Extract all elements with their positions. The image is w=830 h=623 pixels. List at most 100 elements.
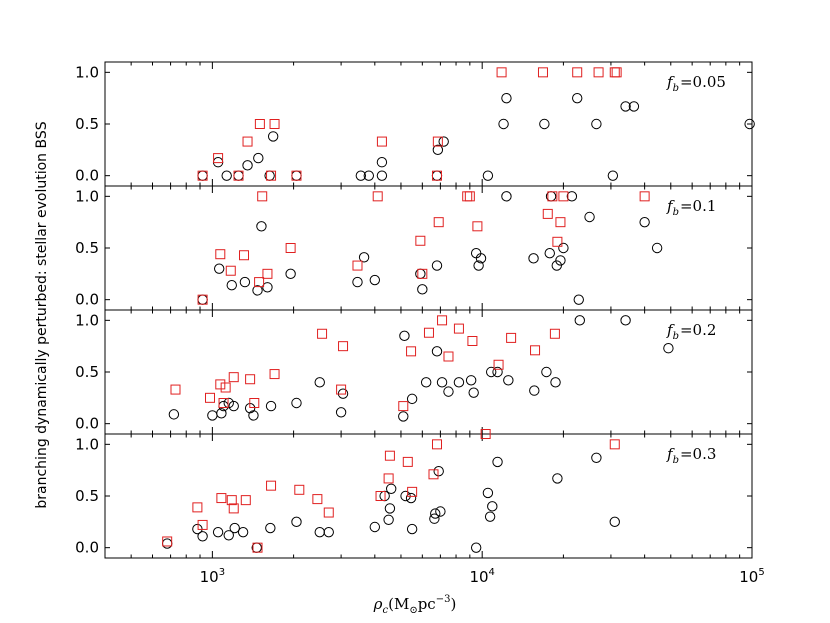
data-point-circle — [358, 252, 370, 263]
data-point-circle — [436, 377, 448, 388]
data-point-circle — [432, 144, 444, 156]
data-point-circle — [501, 92, 512, 104]
panel-1: 0.0 0.5 1.0 fb=0.05 — [75, 61, 755, 187]
data-point-square — [352, 260, 363, 271]
data-point-circle — [168, 409, 180, 420]
y-tick-label: 1.0 — [75, 435, 99, 453]
data-point-square — [384, 450, 395, 461]
data-point-circle — [591, 118, 602, 130]
data-point-circle — [417, 284, 428, 295]
data-point-square — [428, 469, 439, 480]
y-tick-label: 0.5 — [75, 363, 99, 381]
data-point-square — [432, 136, 443, 147]
data-point-square — [162, 536, 173, 547]
data-point-circle — [492, 366, 503, 378]
data-point-circle — [233, 170, 244, 181]
data-point-circle — [528, 253, 539, 264]
data-point-square — [493, 359, 504, 370]
data-point-circle — [406, 523, 418, 535]
data-point-circle — [223, 530, 234, 541]
data-point-circle — [552, 473, 563, 484]
data-point-square — [398, 401, 409, 412]
data-point-square — [218, 398, 229, 408]
y-tick-label: 0.0 — [75, 291, 99, 309]
data-point-circle — [503, 375, 514, 386]
data-point-circle — [433, 466, 444, 477]
data-point-square — [269, 119, 280, 129]
data-point-circle — [384, 503, 396, 514]
data-point-circle — [291, 516, 302, 528]
data-point-square — [197, 519, 208, 530]
panel-frame — [104, 185, 753, 311]
data-point-circle — [355, 170, 367, 181]
data-point-circle — [573, 294, 584, 305]
y-tick-label: 0.5 — [75, 487, 99, 505]
data-point-circle — [609, 516, 620, 528]
data-point-square — [609, 439, 620, 450]
data-point-square — [555, 217, 566, 228]
data-point-circle — [529, 385, 540, 396]
data-point-square — [254, 277, 265, 288]
y-axis-label: branching dynamically perturbed: stellar… — [34, 121, 50, 508]
data-point-square — [437, 315, 448, 326]
data-point-circle — [237, 526, 249, 538]
data-point-circle — [482, 170, 494, 181]
data-point-square — [609, 67, 620, 78]
data-point-circle — [435, 506, 446, 517]
data-point-circle — [405, 492, 417, 504]
data-point-circle — [453, 377, 465, 388]
data-point-circle — [265, 522, 276, 534]
data-point-circle — [574, 315, 585, 326]
data-point-square — [406, 346, 417, 357]
data-point-circle — [376, 170, 388, 181]
data-point-circle — [470, 542, 482, 553]
data-point-circle — [161, 538, 173, 549]
panel-2: 0.0 0.5 1.0 fb=0.1 — [75, 185, 753, 311]
data-point-square — [443, 351, 454, 362]
data-point-square — [266, 480, 277, 491]
data-point-square — [593, 67, 604, 78]
data-point-square — [317, 328, 328, 339]
data-point-square — [338, 341, 349, 352]
data-point-circle — [291, 170, 302, 181]
data-point-circle — [572, 92, 583, 104]
data-point-square — [572, 67, 583, 78]
data-point-circle — [431, 346, 443, 357]
data-point-circle — [256, 221, 267, 232]
data-point-circle — [369, 274, 381, 286]
data-point-square — [542, 208, 553, 219]
data-point-circle — [430, 508, 441, 519]
y-tick-label: 1.0 — [75, 187, 99, 205]
data-point-circle — [620, 101, 631, 112]
data-point-circle — [628, 101, 640, 112]
data-point-square — [197, 294, 208, 305]
data-point-circle — [584, 211, 595, 223]
data-point-square — [170, 384, 181, 395]
data-point-square — [254, 119, 265, 129]
y-tick-label: 1.0 — [75, 311, 99, 329]
data-point-circle — [229, 522, 240, 534]
data-point-circle — [197, 294, 208, 305]
panel-frame — [104, 61, 753, 187]
data-point-square — [205, 392, 216, 403]
panel-label: fb=0.3 — [666, 445, 716, 466]
data-point-square — [431, 170, 442, 181]
data-point-square — [226, 495, 237, 506]
data-point-circle — [406, 393, 418, 405]
data-point-square — [240, 495, 251, 506]
data-point-square — [192, 502, 203, 513]
data-point-circle — [487, 501, 498, 512]
data-point-square — [558, 191, 569, 202]
data-point-square — [262, 268, 273, 279]
data-point-square — [242, 136, 253, 147]
data-point-square — [383, 473, 394, 484]
data-point-circle — [486, 366, 497, 378]
data-point-square — [417, 268, 428, 279]
data-point-circle — [291, 397, 302, 409]
data-point-square — [433, 217, 444, 228]
data-point-square — [228, 503, 239, 514]
data-point-square — [269, 369, 280, 380]
panel-frame — [104, 433, 753, 559]
y-tick-label: 1.0 — [75, 63, 99, 81]
